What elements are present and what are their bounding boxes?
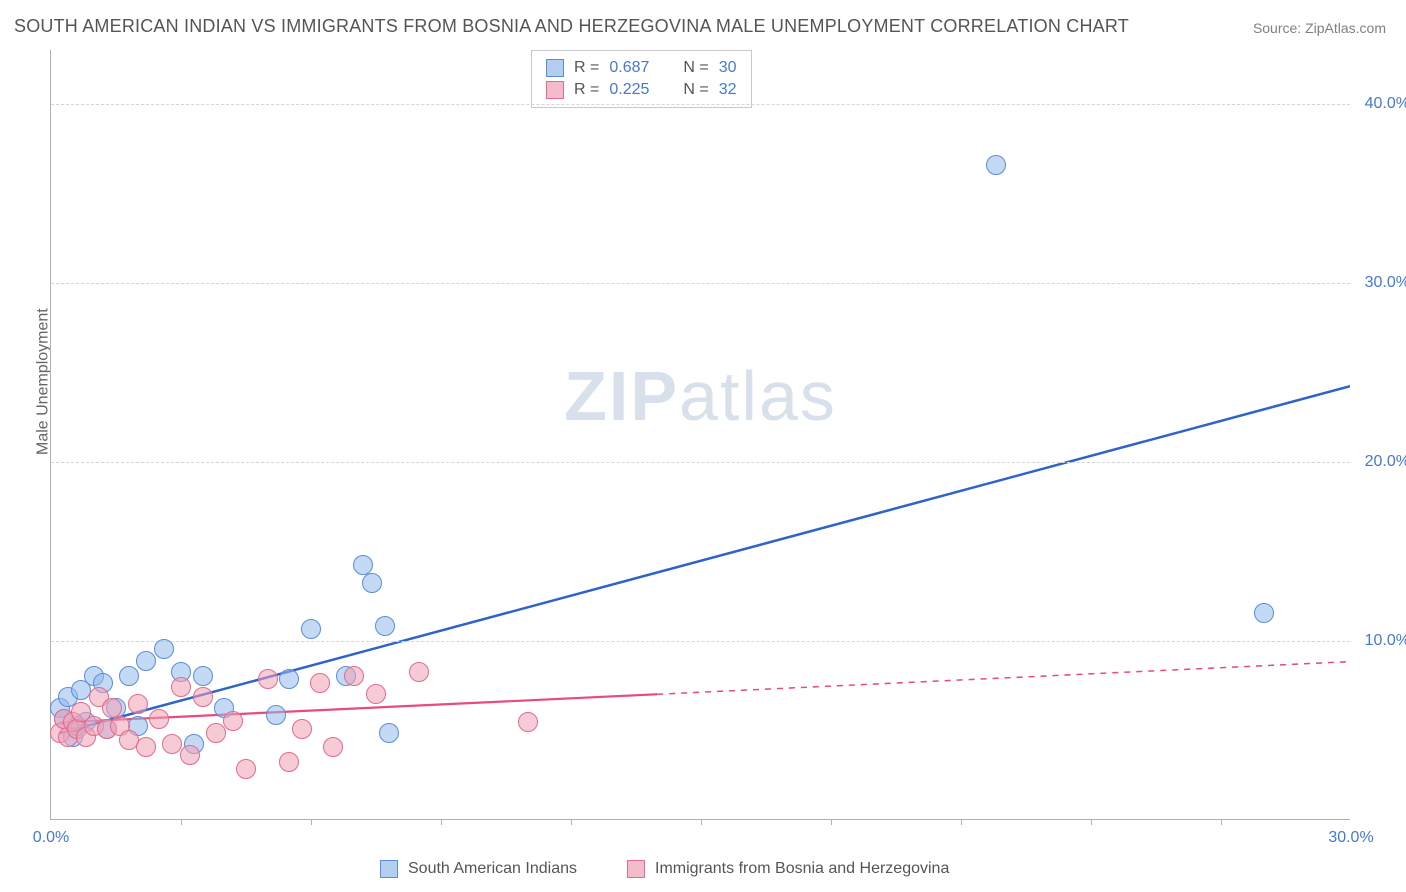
data-point <box>279 752 299 772</box>
data-point <box>193 687 213 707</box>
legend-n-value: 32 <box>719 81 737 99</box>
grid-line <box>51 283 1350 284</box>
x-tick <box>1091 819 1092 825</box>
data-point <box>1254 603 1274 623</box>
x-tick <box>961 819 962 825</box>
data-point <box>154 639 174 659</box>
data-point <box>136 651 156 671</box>
x-tick-label: 0.0% <box>33 829 69 847</box>
data-point <box>379 723 399 743</box>
data-point <box>128 694 148 714</box>
data-point <box>119 666 139 686</box>
legend-n-value: 30 <box>719 59 737 77</box>
legend-label: South American Indians <box>408 860 577 878</box>
plot-area: ZIPatlas R =0.687N =30R =0.225N =32 10.0… <box>50 50 1350 820</box>
grid-line <box>51 462 1350 463</box>
data-point <box>362 573 382 593</box>
y-tick-label: 30.0% <box>1365 274 1406 292</box>
legend-swatch <box>380 860 398 878</box>
x-tick <box>441 819 442 825</box>
grid-line <box>51 641 1350 642</box>
legend-row: R = 0.225 N = 32 <box>546 79 737 101</box>
x-tick <box>181 819 182 825</box>
y-tick-label: 10.0% <box>1365 632 1406 650</box>
chart-title: SOUTH AMERICAN INDIAN VS IMMIGRANTS FROM… <box>14 16 1129 37</box>
data-point <box>236 759 256 779</box>
chart-container: SOUTH AMERICAN INDIAN VS IMMIGRANTS FROM… <box>0 0 1406 892</box>
y-tick-label: 20.0% <box>1365 453 1406 471</box>
x-tick <box>701 819 702 825</box>
x-tick <box>831 819 832 825</box>
grid-line <box>51 104 1350 105</box>
legend-n-label: N = <box>683 59 708 77</box>
legend-n-label: N = <box>683 81 708 99</box>
data-point <box>206 723 226 743</box>
data-point <box>266 705 286 725</box>
legend-label: Immigrants from Bosnia and Herzegovina <box>655 860 949 878</box>
data-point <box>310 673 330 693</box>
data-point <box>171 677 191 697</box>
legend-row: R = 0.687 N = 30 <box>546 57 737 79</box>
legend-r-label: R = <box>574 81 599 99</box>
data-point <box>301 619 321 639</box>
legend-item: Immigrants from Bosnia and Herzegovina <box>627 860 949 878</box>
data-point <box>366 684 386 704</box>
data-point <box>136 737 156 757</box>
data-point <box>409 662 429 682</box>
data-point <box>344 666 364 686</box>
legend-swatch <box>627 860 645 878</box>
legend-r-value: 0.225 <box>609 81 649 99</box>
legend-r-label: R = <box>574 59 599 77</box>
x-tick <box>571 819 572 825</box>
data-point <box>258 669 278 689</box>
legend-swatch <box>546 59 564 77</box>
data-point <box>375 616 395 636</box>
watermark: ZIPatlas <box>564 356 837 436</box>
data-point <box>323 737 343 757</box>
data-point <box>292 719 312 739</box>
data-point <box>193 666 213 686</box>
x-tick <box>1221 819 1222 825</box>
legend-r-value: 0.687 <box>609 59 649 77</box>
source-label: Source: ZipAtlas.com <box>1253 20 1386 36</box>
data-point <box>279 669 299 689</box>
x-tick <box>311 819 312 825</box>
series-legend: South American Indians Immigrants from Bo… <box>380 860 949 878</box>
x-tick-label: 30.0% <box>1328 829 1373 847</box>
legend-swatch <box>546 81 564 99</box>
data-point <box>518 712 538 732</box>
trend-line-dashed <box>657 662 1350 695</box>
correlation-legend: R = 0.687 N = 30 R = 0.225 N = 32 <box>531 50 752 108</box>
trend-lines <box>51 50 1350 819</box>
y-tick-label: 40.0% <box>1365 95 1406 113</box>
data-point <box>986 155 1006 175</box>
data-point <box>149 709 169 729</box>
trend-line-solid <box>60 386 1350 733</box>
data-point <box>223 711 243 731</box>
legend-item: South American Indians <box>380 860 577 878</box>
data-point <box>180 745 200 765</box>
